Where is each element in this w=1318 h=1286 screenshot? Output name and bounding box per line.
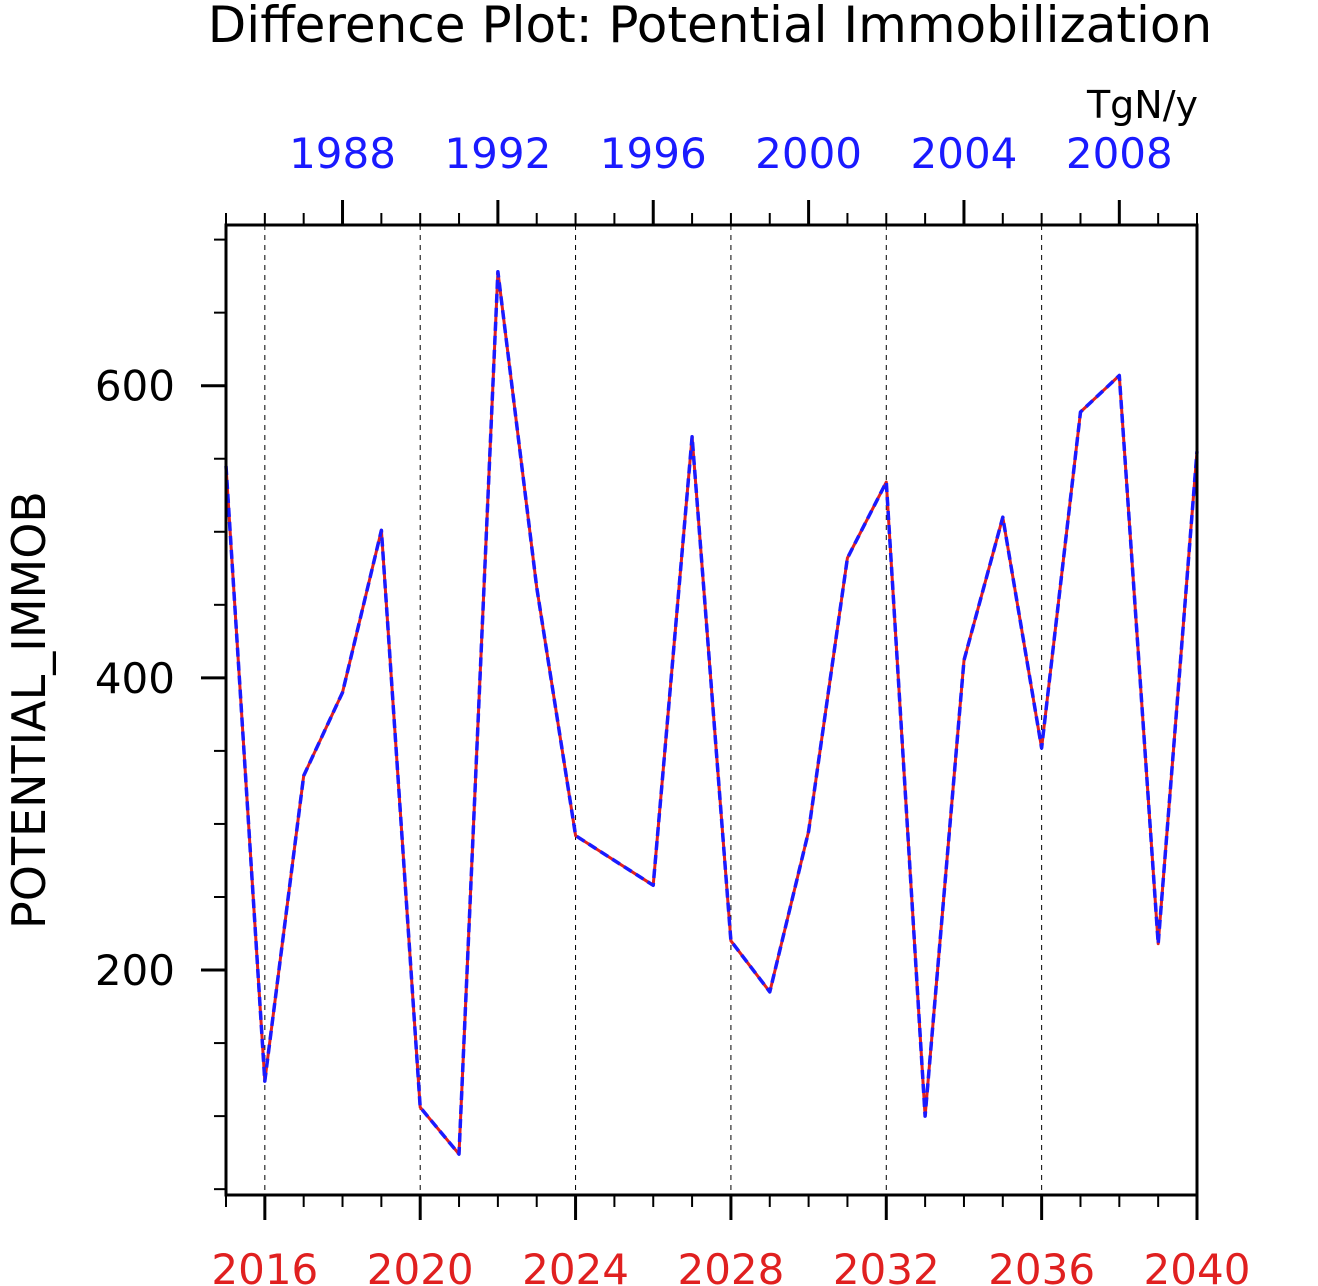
top-tick-label: 2008 <box>1066 129 1173 178</box>
y-tick-label: 200 <box>95 946 175 995</box>
x-tick-label: 2020 <box>367 1245 474 1286</box>
x-tick-label: 2036 <box>988 1245 1095 1286</box>
axis-ticks <box>201 200 1199 1220</box>
units-label: TgN/y <box>1086 83 1198 127</box>
tick-labels: 2016 2020 2024 2028 2032 2036 2040 1988 1992 1996… <box>95 129 1251 1286</box>
y-tick-label: 400 <box>95 654 175 703</box>
top-tick-label: 2000 <box>755 129 862 178</box>
x-tick-label: 2040 <box>1144 1245 1251 1286</box>
y-tick-label: 600 <box>95 362 175 411</box>
chart-title: Difference Plot: Potential Immobilizatio… <box>208 0 1212 54</box>
gridlines <box>264 225 1043 1195</box>
top-tick-label: 2004 <box>911 129 1018 178</box>
x-tick-label: 2028 <box>677 1245 784 1286</box>
series-line-1 <box>224 270 1199 1156</box>
x-tick-label: 2024 <box>522 1245 629 1286</box>
top-tick-label: 1992 <box>444 129 551 178</box>
plot-frame <box>224 223 1199 1197</box>
series-lines <box>224 269 1199 1156</box>
top-tick-label: 1996 <box>600 129 707 178</box>
series-line-2 <box>224 269 1199 1156</box>
top-tick-label: 1988 <box>289 129 396 178</box>
y-axis-label: POTENTIAL_IMMOB <box>2 491 56 929</box>
x-tick-label: 2032 <box>833 1245 940 1286</box>
x-tick-label: 2016 <box>211 1245 318 1286</box>
